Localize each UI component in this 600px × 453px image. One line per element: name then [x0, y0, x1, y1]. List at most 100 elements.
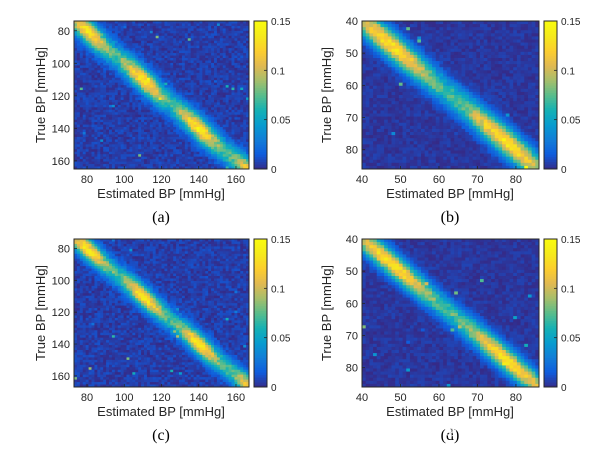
heatmap-cell — [187, 156, 192, 160]
heatmap-cell — [450, 61, 455, 65]
heatmap-cell — [439, 76, 444, 80]
heatmap-cell — [176, 33, 180, 37]
heatmap-cell — [214, 95, 218, 98]
heatmap-cell — [91, 50, 95, 54]
heatmap-cell — [138, 53, 142, 56]
heatmap-cell — [202, 87, 206, 91]
heatmap-cell — [234, 53, 238, 56]
heatmap-cell — [109, 43, 113, 47]
heatmap-cell — [216, 146, 221, 150]
heatmap-cell — [384, 88, 389, 93]
heatmap-cell — [79, 28, 84, 32]
heatmap-cell — [243, 30, 247, 34]
heatmap-cell — [196, 40, 200, 44]
heatmap-cell — [181, 136, 186, 140]
heatmap-cell — [240, 90, 244, 93]
heatmap-cell — [144, 102, 148, 106]
heatmap-cell — [362, 33, 367, 37]
heatmap-cell — [173, 30, 177, 34]
heatmap-cell — [228, 48, 232, 51]
heatmap-cell — [94, 99, 98, 103]
heatmap-cell — [152, 50, 157, 54]
heatmap-cell — [498, 73, 503, 77]
heatmap-cell — [211, 99, 215, 103]
heatmap-cell — [126, 87, 130, 91]
heatmap-cell — [428, 30, 433, 34]
heatmap-cell — [211, 127, 215, 130]
heatmap-cell — [520, 85, 525, 90]
heatmap-cell — [144, 122, 148, 125]
heatmap-cell — [184, 62, 189, 66]
heatmap-cell — [158, 82, 162, 86]
heatmap-cell — [129, 72, 133, 76]
heatmap-cell — [129, 104, 133, 108]
heatmap-cell — [202, 35, 206, 39]
heatmap-cell — [387, 58, 392, 62]
heatmap-cell — [149, 112, 154, 116]
heatmap-cell — [138, 166, 142, 170]
heatmap-cell — [97, 164, 101, 167]
heatmap-cell — [214, 77, 218, 81]
heatmap-cell — [199, 62, 203, 66]
heatmap-cell — [509, 24, 514, 28]
heatmap-cell — [164, 23, 168, 27]
heatmap-cell — [214, 129, 218, 133]
heatmap-cell — [211, 139, 215, 143]
heatmap-cell — [205, 161, 209, 165]
heatmap-cell — [487, 21, 492, 25]
heatmap-cell — [454, 98, 459, 102]
heatmap-cell — [88, 48, 92, 51]
heatmap-cell — [465, 88, 470, 93]
heatmap-cell — [432, 82, 437, 87]
heatmap-cell — [94, 77, 98, 81]
heatmap-cell — [97, 58, 101, 61]
heatmap-cell — [132, 127, 136, 130]
heatmap-cell — [123, 104, 127, 108]
heatmap-cell — [187, 136, 192, 140]
heatmap-cell — [421, 48, 426, 53]
heatmap-cell — [231, 62, 235, 66]
heatmap-cell — [173, 95, 177, 98]
heatmap-cell — [398, 61, 403, 65]
heatmap-cell — [94, 25, 98, 29]
heatmap-cell — [457, 88, 462, 93]
heatmap-cell — [123, 122, 127, 125]
heatmap-cell — [246, 129, 250, 133]
heatmap-cell — [520, 67, 525, 71]
heatmap-cell — [369, 82, 374, 87]
heatmap-cell — [126, 102, 130, 106]
heatmap-cell — [179, 122, 183, 125]
heatmap-cell — [176, 82, 180, 86]
heatmap-cell — [88, 92, 92, 96]
heatmap-cell — [498, 48, 503, 53]
heatmap-cell — [465, 51, 470, 56]
heatmap-cell — [138, 33, 142, 37]
heatmap-cell — [126, 129, 130, 133]
heatmap-cell — [450, 85, 455, 90]
heatmap-cell — [158, 38, 162, 42]
heatmap-cell — [231, 161, 235, 165]
heatmap-cell — [228, 112, 232, 116]
heatmap-cell — [103, 92, 107, 96]
heatmap-cell — [170, 33, 174, 37]
heatmap-cell — [176, 62, 180, 66]
heatmap-cell — [170, 129, 174, 133]
heatmap-cell — [132, 132, 136, 135]
heatmap-cell — [74, 99, 78, 103]
heatmap-cell — [216, 127, 221, 130]
heatmap-cell — [243, 67, 247, 71]
heatmap-cell — [494, 54, 499, 59]
heatmap-cell — [123, 146, 127, 150]
heatmap-cell — [465, 79, 470, 84]
heatmap-cell — [161, 164, 165, 167]
heatmap-cell — [170, 139, 174, 143]
heatmap-cell — [225, 72, 229, 76]
heatmap-cell — [237, 164, 241, 167]
heatmap-cell — [527, 76, 533, 80]
heatmap-cell — [398, 98, 403, 102]
heatmap-cell — [231, 99, 235, 103]
heatmap-cell — [196, 129, 200, 133]
heatmap-cell — [76, 129, 81, 133]
colorbar-segment — [254, 129, 267, 133]
heatmap-cell — [491, 67, 496, 71]
